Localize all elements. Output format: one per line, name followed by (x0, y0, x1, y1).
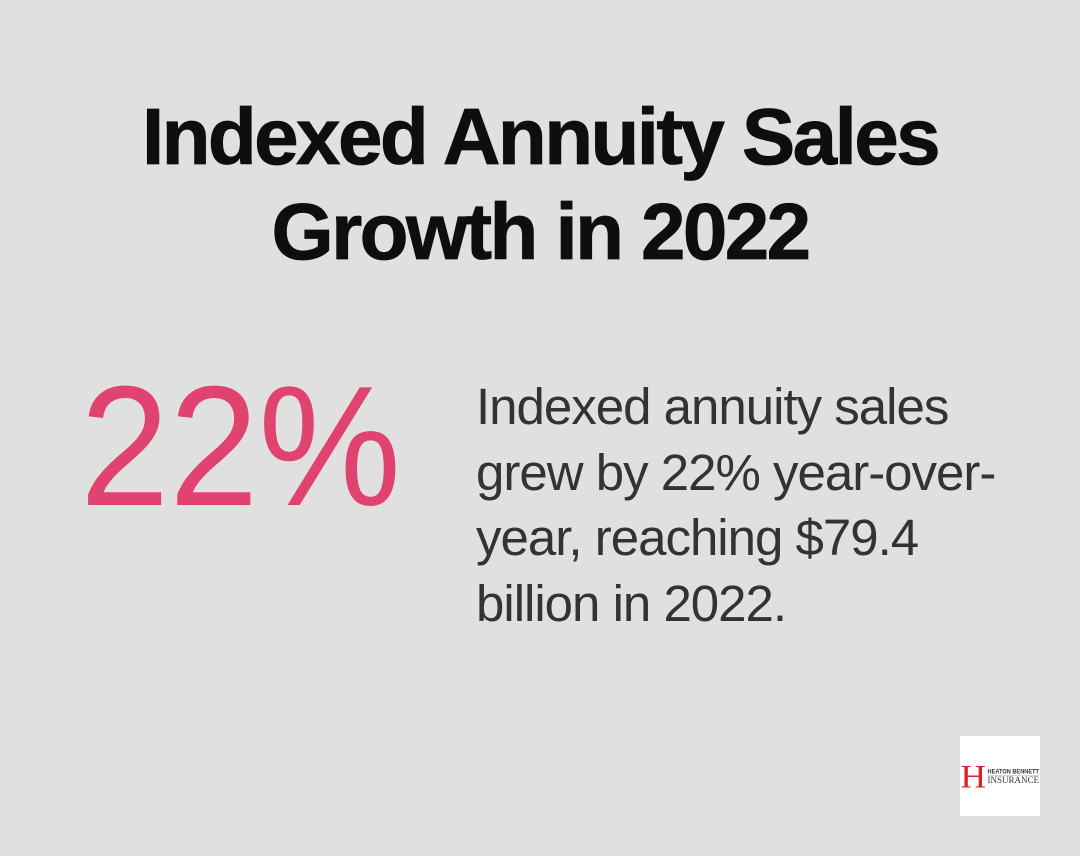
svg-text:INSURANCE: INSURANCE (988, 775, 1040, 785)
svg-text:HEATON BENNETT: HEATON BENNETT (988, 769, 1040, 776)
svg-text:H: H (961, 759, 987, 795)
